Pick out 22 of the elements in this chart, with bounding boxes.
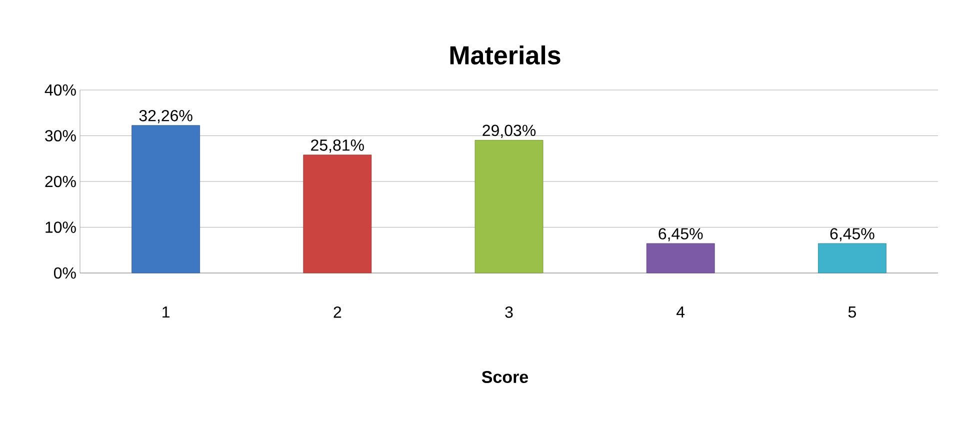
x-tick-label: 2 xyxy=(334,306,342,318)
data-label: 25,81% xyxy=(311,140,364,153)
data-label: 6,45% xyxy=(658,228,703,242)
x-axis-title: Score xyxy=(482,370,528,384)
bar xyxy=(474,140,544,274)
y-tick-label: 40% xyxy=(44,84,76,96)
x-tick-label: 5 xyxy=(848,306,856,318)
bar xyxy=(132,125,200,274)
bar xyxy=(818,243,886,274)
chart-title: Materials xyxy=(450,45,560,65)
y-tick-label: 10% xyxy=(46,222,76,233)
x-tick-label: 4 xyxy=(676,306,685,318)
y-tick-label: 30% xyxy=(45,130,76,142)
bar xyxy=(303,154,372,274)
y-tick-label: 0% xyxy=(54,267,76,279)
x-tick-label: 1 xyxy=(162,306,170,318)
data-label: 32,26% xyxy=(139,110,192,124)
x-tick-label: 3 xyxy=(505,306,513,318)
data-label: 29,03% xyxy=(482,124,536,138)
bar xyxy=(646,243,715,274)
y-tick-label: 20% xyxy=(45,176,76,188)
data-label: 6,45% xyxy=(830,228,874,242)
